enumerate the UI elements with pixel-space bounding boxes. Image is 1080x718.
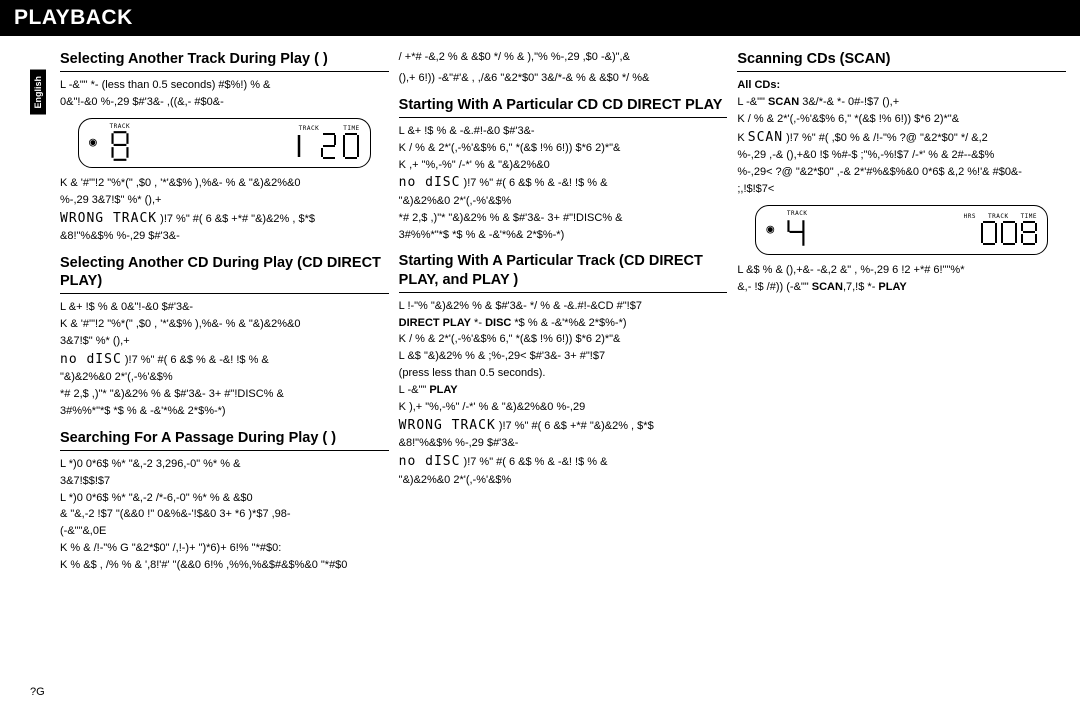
body-text: "&)&2%&0 2*'(,-%'&$% xyxy=(399,473,728,488)
body-text: 0&"!-&0 %-,29 $#'3&- ,((&,- #$0&- xyxy=(60,95,389,110)
body-text: L *)0 0*6$ %* "&,-2 /*-6,-0" %* % & &$0 xyxy=(60,491,389,506)
body-text: "&)&2%&0 2*'(,-%'&$% xyxy=(399,194,728,209)
body-text: L &$ "&)&2% % & ;%-,29< $#'3&- 3+ #"!$7 xyxy=(399,349,728,364)
body-text: K % &$ , /% % & ',8!'#' "(&&0 6!% ,%%,%&… xyxy=(60,558,389,573)
dot-text-wrong-track: WRONG TRACK xyxy=(60,211,157,226)
disc-icon: ◉ xyxy=(89,135,97,150)
lcd-display-right: ◉ TRACK HRS TRACK TIME xyxy=(755,205,1048,255)
body-text: ;,!$!$7< xyxy=(737,182,1066,197)
body-text: &8!"%&$% %-,29 $#'3&- xyxy=(60,229,389,244)
columns: Selecting Another Track During Play ( ) … xyxy=(0,36,1080,575)
heading-start-cd: Starting With A Particular CD CD DIRECT … xyxy=(399,96,728,118)
body-text: &,- !$ /#)) (-&"" SCAN,7,!$ *- PLAY xyxy=(737,280,1066,295)
dot-text-no-disc: no dISC xyxy=(399,175,461,190)
heading-select-cd: Selecting Another CD During Play (CD DIR… xyxy=(60,254,389,294)
body-text: L &+ !$ % & 0&"!-&0 $#'3&- xyxy=(60,300,389,315)
body-text: %-,29 ,-& (),+&0 !$ %#-$ ;"%,-%!$7 /-*' … xyxy=(737,148,1066,163)
language-tab: English xyxy=(30,70,46,115)
body-text: K / % & 2*'(,-%'&$% 6," *(&$ !% 6!)) $*6… xyxy=(399,141,728,156)
body-text: K ,+ "%,-%" /-*' % & "&)&2%&0 xyxy=(399,158,728,173)
body-text: L -&"" SCAN 3&/*-& *- 0#-!$7 (),+ xyxy=(737,95,1066,110)
body-text: 3#%%*"*$ *$ % & -&'*%& 2*$%-*) xyxy=(399,228,728,243)
body-text: L -&"" *- (less than 0.5 seconds) #$%!) … xyxy=(60,78,389,93)
body-text: &8!"%&$% %-,29 $#'3&- xyxy=(399,436,728,451)
column-2: / +*# -&,2 % & &$0 */ % & ),"% %-,29 ,$0… xyxy=(399,50,728,575)
column-1: Selecting Another Track During Play ( ) … xyxy=(60,50,389,575)
body-text: K / % & 2*'(,-%'&$% 6," *(&$ !% 6!)) $*6… xyxy=(737,112,1066,127)
disc-icon: ◉ xyxy=(766,222,774,237)
body-text: L -&"" PLAY xyxy=(399,383,728,398)
page-title: PLAYBACK xyxy=(14,6,133,29)
dot-text-no-disc: no dISC xyxy=(60,352,122,367)
lcd-label: HRS xyxy=(964,214,976,220)
column-3: Scanning CDs (SCAN) All CDs: L -&"" SCAN… xyxy=(737,50,1066,575)
heading-start-track: Starting With A Particular Track (CD DIR… xyxy=(399,252,728,292)
body-text: %-,29< ?@ "&2*$0" ,-& 2*'#%&$%&0 0*6$ &,… xyxy=(737,165,1066,180)
body-text: DIRECT PLAY *- DISC *$ % & -&'*%& 2*$%-*… xyxy=(399,316,728,331)
seven-seg-digit xyxy=(786,217,808,249)
body-text: *# 2,$ ,)"* "&)&2% % & $#'3&- 3+ #"!DISC… xyxy=(60,387,389,402)
body-text: %-,29 3&7!$" %* (),+ xyxy=(60,193,389,208)
body-text: (),+ 6!)) -&"#'& , ,/&6 "&2*$0" 3&/*-& %… xyxy=(399,71,728,86)
page-number: ?G xyxy=(30,686,45,698)
body-text: no dISC )!7 %" #( 6 &$ % & -&! !$ % & xyxy=(399,453,728,471)
body-text: L &+ !$ % & -&.#!-&0 $#'3&- xyxy=(399,124,728,139)
body-text: K % & /!-"% G "&2*$0" /,!-)+ ")*6)+ 6!% … xyxy=(60,541,389,556)
body-text: (-&""&,0E xyxy=(60,524,389,539)
body-text: K ),+ "%,-%" /-*' % & "&)&2%&0 %-,29 xyxy=(399,400,728,415)
heading-select-track: Selecting Another Track During Play ( ) xyxy=(60,50,389,72)
body-text: WRONG TRACK )!7 %" #( 6 &$ +*# "&)&2% , … xyxy=(60,210,389,228)
heading-scan: Scanning CDs (SCAN) xyxy=(737,50,1066,72)
heading-search-passage: Searching For A Passage During Play ( ) xyxy=(60,429,389,451)
dot-text-no-disc: no dISC xyxy=(399,454,461,469)
seven-seg-digit xyxy=(109,130,131,162)
dot-text-wrong-track: WRONG TRACK xyxy=(399,418,496,433)
body-text: 3#%%*"*$ *$ % & -&'*%& 2*$%-*) xyxy=(60,404,389,419)
body-text: L &$ % & (),+&- -&,2 &" , %-,29 6 !2 +*#… xyxy=(737,263,1066,278)
body-text: K & '#'"!2 "%*(" ,$0 , '*'&$% ),%&- % & … xyxy=(60,317,389,332)
body-text: L !-"% "&)&2% % & $#'3&- */ % & -&.#!-&C… xyxy=(399,299,728,314)
seven-seg-group xyxy=(292,132,360,160)
body-text: K & '#'"!2 "%*(" ,$0 , '*'&$% ),%&- % & … xyxy=(60,176,389,191)
body-text: no dISC )!7 %" #( 6 &$ % & -&! !$ % & xyxy=(60,351,389,369)
subheading-all-cds: All CDs: xyxy=(737,78,1066,93)
lcd-display-left: ◉ TRACK TRACK TIME xyxy=(78,118,371,168)
body-text: 3&7!$" %* (),+ xyxy=(60,334,389,349)
body-text: L *)0 0*6$ %* "&,-2 3,296,-0" %* % & xyxy=(60,457,389,472)
body-text: & "&,-2 !$7 "(&&0 !" 0&%&-'!$&0 3+ *6 )*… xyxy=(60,507,389,522)
body-text: 3&7!$$!$7 xyxy=(60,474,389,489)
seven-seg-group xyxy=(981,220,1037,246)
body-text: (press less than 0.5 seconds). xyxy=(399,366,728,381)
body-text: K / % & 2*'(,-%'&$% 6," *(&$ !% 6!)) $*6… xyxy=(399,332,728,347)
body-text: WRONG TRACK )!7 %" #( 6 &$ +*# "&)&2% , … xyxy=(399,417,728,435)
body-text: K SCAN )!7 %" #( ,$0 % & /!-"% ?@ "&2*$0… xyxy=(737,129,1066,147)
body-text: *# 2,$ ,)"* "&)&2% % & $#'3&- 3+ #"!DISC… xyxy=(399,211,728,226)
title-bar: PLAYBACK xyxy=(0,0,1080,36)
body-text: "&)&2%&0 2*'(,-%'&$% xyxy=(60,370,389,385)
body-text: no dISC )!7 %" #( 6 &$ % & -&! !$ % & xyxy=(399,174,728,192)
body-text: / +*# -&,2 % & &$0 */ % & ),"% %-,29 ,$0… xyxy=(399,50,728,65)
